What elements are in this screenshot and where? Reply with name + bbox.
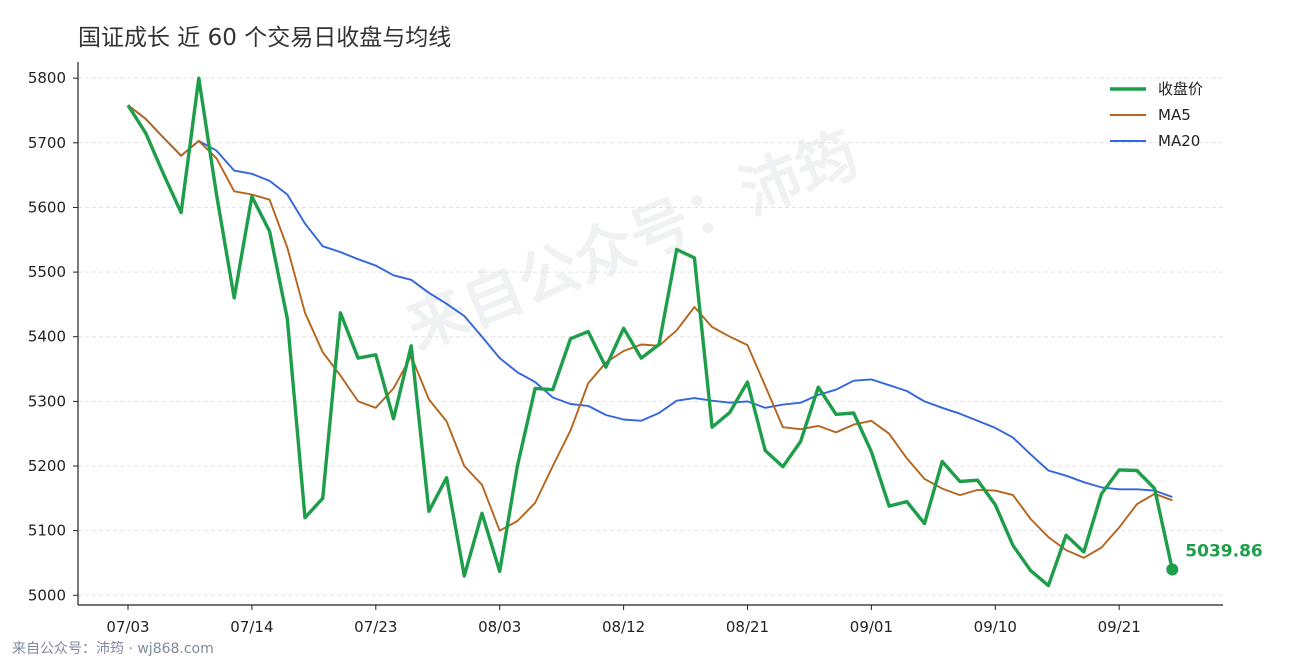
legend-label-ma20: MA20 [1158,132,1200,150]
x-tick-label: 07/23 [354,618,397,636]
series-line-ma5 [127,104,1173,559]
legend-label-ma5: MA5 [1158,106,1191,124]
last-point-marker [1166,563,1179,576]
x-tick-label: 08/12 [602,618,645,636]
y-tick-label: 5800 [28,69,66,87]
grid-lines [78,77,1223,596]
series-lines: 5039.86 [126,76,1263,588]
legend-label-close: 收盘价 [1158,80,1203,98]
x-tick-label: 09/21 [1098,618,1141,636]
x-tick-label: 07/03 [106,618,149,636]
last-value-label: 5039.86 [1185,542,1262,562]
y-tick-label: 5300 [28,392,66,410]
legend: 收盘价 MA5 MA20 [1110,80,1203,150]
footer-credit: 来自公众号：沛筠 · wj868.com [12,641,214,657]
x-tick-label: 08/21 [726,618,769,636]
y-tick-label: 5100 [28,522,66,540]
y-tick-label: 5600 [28,198,66,216]
x-tick-label: 08/03 [478,618,521,636]
axes: 5000 5100 5200 5300 5400 5500 5600 5700 5800 07/0… [28,62,1223,636]
y-tick-label: 5400 [28,328,66,346]
series-line-ma20 [127,104,1173,498]
chart-title: 国证成长 近 60 个交易日收盘与均线 [78,25,452,51]
x-tick-label: 09/01 [850,618,893,636]
y-tick-label: 5500 [28,263,66,281]
y-tick-label: 5200 [28,457,66,475]
x-tick-label: 09/10 [974,618,1017,636]
y-tick-label: 5000 [28,586,66,604]
watermark: 来自公众号：沛筠 [397,119,868,364]
x-tick-label: 07/14 [230,618,273,636]
y-tick-label: 5700 [28,134,66,152]
series-line-close [126,76,1174,588]
